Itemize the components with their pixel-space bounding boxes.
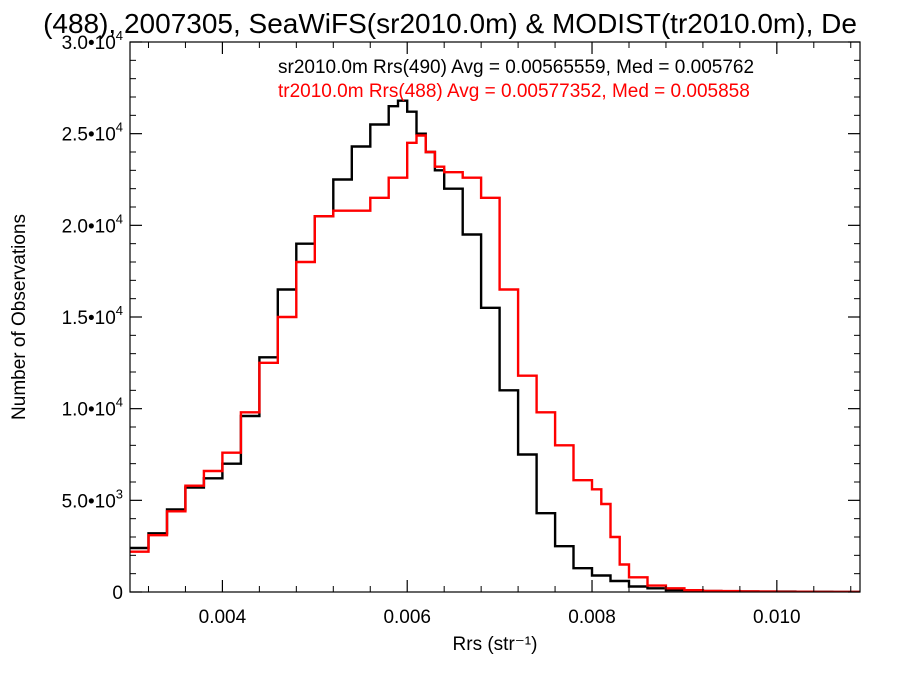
plot-area <box>129 41 861 593</box>
y-tick-label: 5.0•103 <box>62 486 123 512</box>
y-tick-label: 1.5•104 <box>62 303 123 329</box>
x-tick-label: 0.008 <box>568 607 616 628</box>
x-axis-label: Rrs (str⁻¹) <box>453 634 538 655</box>
annotation-red: tr2010.0m Rrs(488) Avg = 0.00577352, Med… <box>278 81 750 102</box>
y-tick-label: 2.0•104 <box>62 211 123 237</box>
y-tick-label: 3.0•104 <box>62 28 123 54</box>
y-tick-label: 1.0•104 <box>62 395 123 421</box>
y-tick-label: 0 <box>112 583 123 604</box>
series-0-line <box>130 99 860 592</box>
chart-title: (488), 2007305, SeaWiFS(sr2010.0m) & MOD… <box>43 8 857 39</box>
annotation-black: sr2010.0m Rrs(490) Avg = 0.00565559, Med… <box>278 57 754 78</box>
plot-frame <box>129 41 861 593</box>
x-tick-label: 0.004 <box>199 607 247 628</box>
x-tick-label: 0.006 <box>383 607 431 628</box>
x-tick-label: 0.010 <box>753 607 801 628</box>
y-axis-label: Number of Observations <box>9 214 30 420</box>
series-1-line <box>130 134 860 592</box>
y-tick-label: 2.5•104 <box>62 120 123 146</box>
